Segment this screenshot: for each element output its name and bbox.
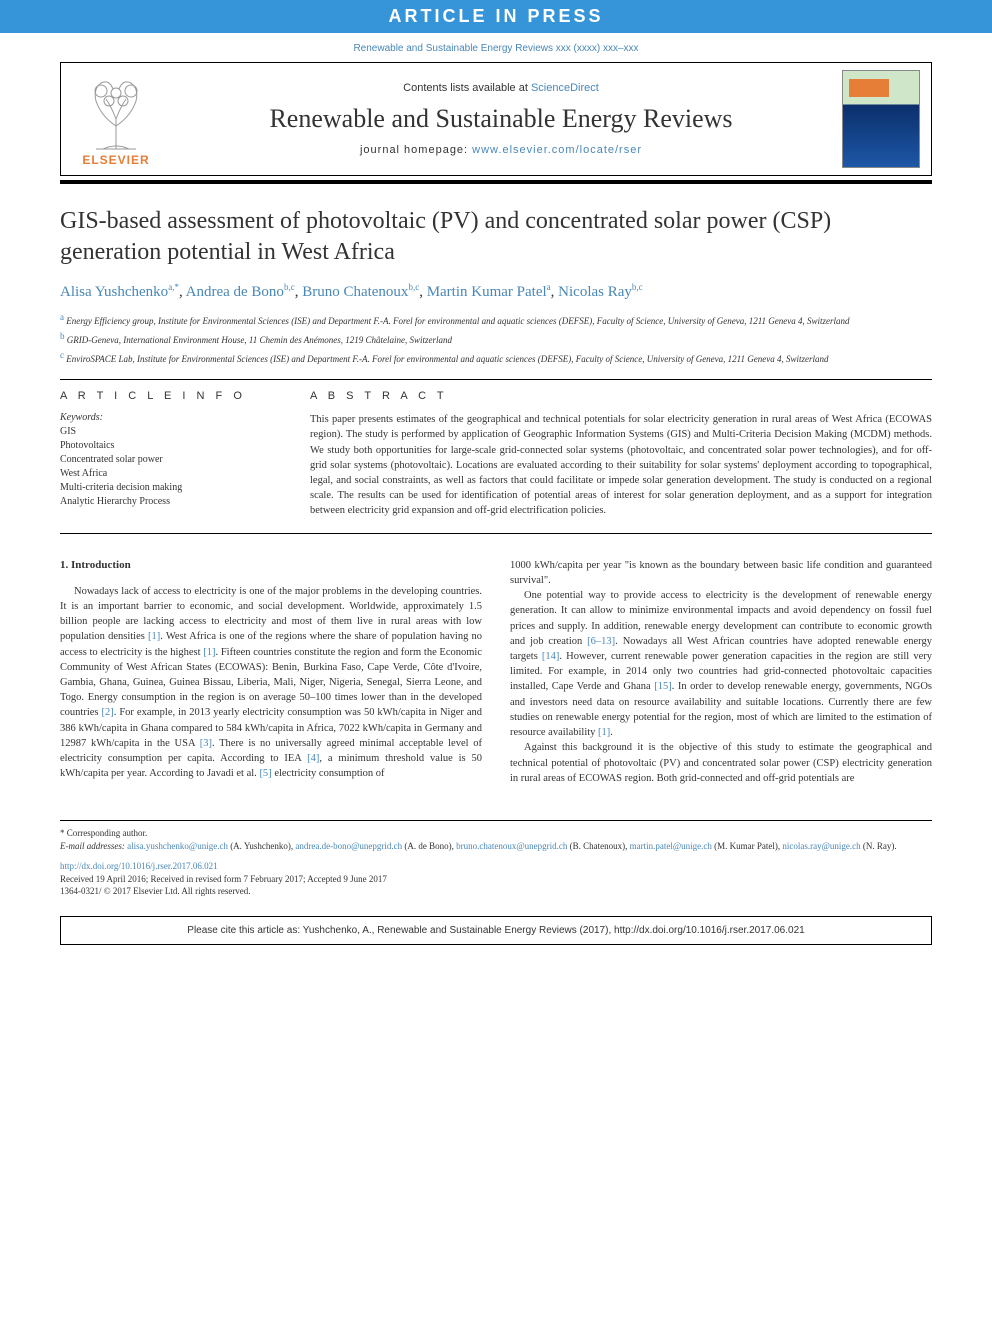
- author-list: Alisa Yushchenkoa,*, Andrea de Bonob,c, …: [60, 282, 932, 301]
- author-link[interactable]: Bruno Chatenoux: [302, 284, 408, 300]
- article-info-column: A R T I C L E I N F O Keywords: GIS Phot…: [60, 390, 280, 519]
- author-aff-sup: a: [547, 282, 551, 292]
- doi-block: http://dx.doi.org/10.1016/j.rser.2017.06…: [60, 860, 932, 898]
- body-columns: 1. Introduction Nowadays lack of access …: [60, 558, 932, 786]
- body-paragraph: 1000 kWh/capita per year "is known as th…: [510, 558, 932, 588]
- citation-link[interactable]: [14]: [542, 651, 560, 662]
- article-info-heading: A R T I C L E I N F O: [60, 390, 280, 402]
- divider: [60, 533, 932, 534]
- body-paragraph: One potential way to provide access to e…: [510, 588, 932, 740]
- sciencedirect-link[interactable]: ScienceDirect: [531, 82, 599, 94]
- affil-key: a: [60, 312, 64, 322]
- keyword: GIS: [60, 425, 280, 439]
- article-history: Received 19 April 2016; Received in revi…: [60, 873, 932, 886]
- citation-link[interactable]: [2]: [101, 707, 113, 718]
- affiliation: a Energy Efficiency group, Institute for…: [60, 311, 932, 328]
- citation-link[interactable]: [15]: [654, 681, 672, 692]
- publisher-name: ELSEVIER: [82, 153, 149, 167]
- author-link[interactable]: Nicolas Ray: [558, 284, 632, 300]
- citation-link[interactable]: [5]: [259, 768, 271, 779]
- citation-link[interactable]: [4]: [307, 753, 319, 764]
- author-link[interactable]: Andrea de Bono: [186, 284, 284, 300]
- affil-key: c: [60, 350, 64, 360]
- author-aff-sup: b,c: [632, 282, 643, 292]
- contents-available-line: Contents lists available at ScienceDirec…: [171, 82, 831, 94]
- abstract-text: This paper presents estimates of the geo…: [310, 412, 932, 519]
- info-abstract-row: A R T I C L E I N F O Keywords: GIS Phot…: [60, 390, 932, 519]
- citation-link[interactable]: [6–13]: [587, 636, 615, 647]
- email-who: (M. Kumar Patel): [714, 841, 778, 851]
- keyword: Analytic Hierarchy Process: [60, 495, 280, 509]
- citation-link[interactable]: [1]: [598, 727, 610, 738]
- email-who: (A. Yushchenko): [230, 841, 291, 851]
- citation-link[interactable]: [1]: [148, 631, 160, 642]
- affiliation: b GRID-Geneva, International Environment…: [60, 330, 932, 347]
- citation-link[interactable]: [1]: [203, 647, 215, 658]
- divider: [60, 379, 932, 380]
- author-link[interactable]: Alisa Yushchenko: [60, 284, 168, 300]
- header-center: Contents lists available at ScienceDirec…: [171, 63, 831, 175]
- author-aff-sup: b,c: [284, 282, 295, 292]
- issn-copyright: 1364-0321/ © 2017 Elsevier Ltd. All righ…: [60, 885, 932, 898]
- text-run: .: [610, 727, 613, 738]
- article-in-press-banner: ARTICLE IN PRESS: [0, 0, 992, 33]
- email-link[interactable]: martin.patel@unige.ch: [630, 841, 712, 851]
- affil-text: GRID-Geneva, International Environment H…: [67, 335, 452, 345]
- email-link[interactable]: nicolas.ray@unige.ch: [782, 841, 860, 851]
- citation-link[interactable]: [3]: [200, 738, 212, 749]
- corresponding-author-note: * Corresponding author.: [60, 827, 932, 840]
- footnotes: * Corresponding author. E-mail addresses…: [60, 820, 932, 852]
- corresponding-mark: *: [174, 282, 179, 292]
- email-addresses-line: E-mail addresses: alisa.yushchenko@unige…: [60, 840, 932, 853]
- affiliation: c EnviroSPACE Lab, Institute for Environ…: [60, 349, 932, 366]
- publisher-logo-cell: ELSEVIER: [61, 63, 171, 175]
- affil-text: EnviroSPACE Lab, Institute for Environme…: [66, 354, 828, 364]
- article-title: GIS-based assessment of photovoltaic (PV…: [60, 206, 932, 268]
- affil-text: Energy Efficiency group, Institute for E…: [66, 316, 849, 326]
- homepage-link[interactable]: www.elsevier.com/locate/rser: [472, 144, 642, 156]
- affil-key: b: [60, 331, 65, 341]
- journal-header-box: ELSEVIER Contents lists available at Sci…: [60, 62, 932, 176]
- abstract-heading: A B S T R A C T: [310, 390, 932, 402]
- email-who: (B. Chatenoux): [570, 841, 626, 851]
- left-column: 1. Introduction Nowadays lack of access …: [60, 558, 482, 786]
- author-aff-sup: b,c: [408, 282, 419, 292]
- homepage-prefix: journal homepage:: [360, 144, 472, 156]
- journal-cover-thumbnail[interactable]: [842, 70, 920, 168]
- contents-prefix: Contents lists available at: [403, 82, 531, 94]
- abstract-column: A B S T R A C T This paper presents esti…: [310, 390, 932, 519]
- body-paragraph: Nowadays lack of access to electricity i…: [60, 584, 482, 782]
- doi-link[interactable]: http://dx.doi.org/10.1016/j.rser.2017.06…: [60, 861, 218, 871]
- elsevier-tree-icon: [81, 71, 151, 151]
- email-who: (A. de Bono): [404, 841, 451, 851]
- author-link[interactable]: Martin Kumar Patel: [427, 284, 547, 300]
- text-run: electricity consumption of: [272, 768, 385, 779]
- homepage-line: journal homepage: www.elsevier.com/locat…: [171, 144, 831, 156]
- email-link[interactable]: andrea.de-bono@unepgrid.ch: [295, 841, 402, 851]
- emails-label: E-mail addresses:: [60, 841, 127, 851]
- keyword: West Africa: [60, 467, 280, 481]
- email-link[interactable]: alisa.yushchenko@unige.ch: [127, 841, 228, 851]
- journal-title: Renewable and Sustainable Energy Reviews: [171, 104, 831, 134]
- citation-box: Please cite this article as: Yushchenko,…: [60, 916, 932, 945]
- email-link[interactable]: bruno.chatenoux@unepgrid.ch: [456, 841, 567, 851]
- keyword: Photovoltaics: [60, 439, 280, 453]
- affiliations: a Energy Efficiency group, Institute for…: [60, 311, 932, 365]
- email-who: (N. Ray): [863, 841, 895, 851]
- journal-cover-cell: [831, 63, 931, 175]
- section-heading: 1. Introduction: [60, 558, 482, 574]
- keywords-label: Keywords:: [60, 412, 280, 423]
- journal-reference: Renewable and Sustainable Energy Reviews…: [0, 33, 992, 62]
- body-paragraph: Against this background it is the object…: [510, 740, 932, 786]
- keyword: Concentrated solar power: [60, 453, 280, 467]
- right-column: 1000 kWh/capita per year "is known as th…: [510, 558, 932, 786]
- keyword: Multi-criteria decision making: [60, 481, 280, 495]
